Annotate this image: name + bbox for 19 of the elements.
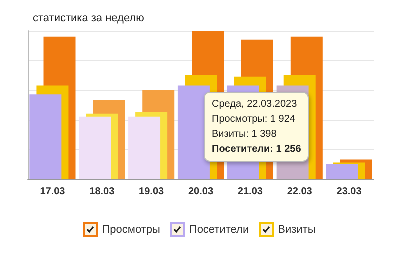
x-tick-label: 23.03 — [336, 186, 362, 198]
bar — [128, 116, 161, 179]
bar — [79, 116, 112, 179]
legend-label: Посетители — [189, 224, 250, 236]
legend-label: Визиты — [278, 224, 316, 236]
annotation: Посетители: 1 256 — [212, 143, 302, 157]
annotation: Визиты: 1 398 — [212, 128, 278, 142]
legend-label: Просмотры — [102, 224, 160, 236]
x-tick-label: 22.03 — [287, 186, 313, 198]
annotation: Среда, 22.03.2023 — [212, 98, 298, 112]
bar — [30, 94, 62, 179]
x-tick-label: 21.03 — [238, 186, 264, 198]
chart-title: статистика за неделю — [33, 12, 144, 24]
x-tick-label: 18.03 — [90, 186, 116, 198]
x-tick-label: 17.03 — [40, 186, 66, 198]
bar — [326, 164, 358, 179]
x-tick-label: 19.03 — [139, 186, 165, 198]
annotation: Просмотры: 1 924 — [212, 113, 296, 127]
x-tick-label: 20.03 — [188, 186, 214, 198]
